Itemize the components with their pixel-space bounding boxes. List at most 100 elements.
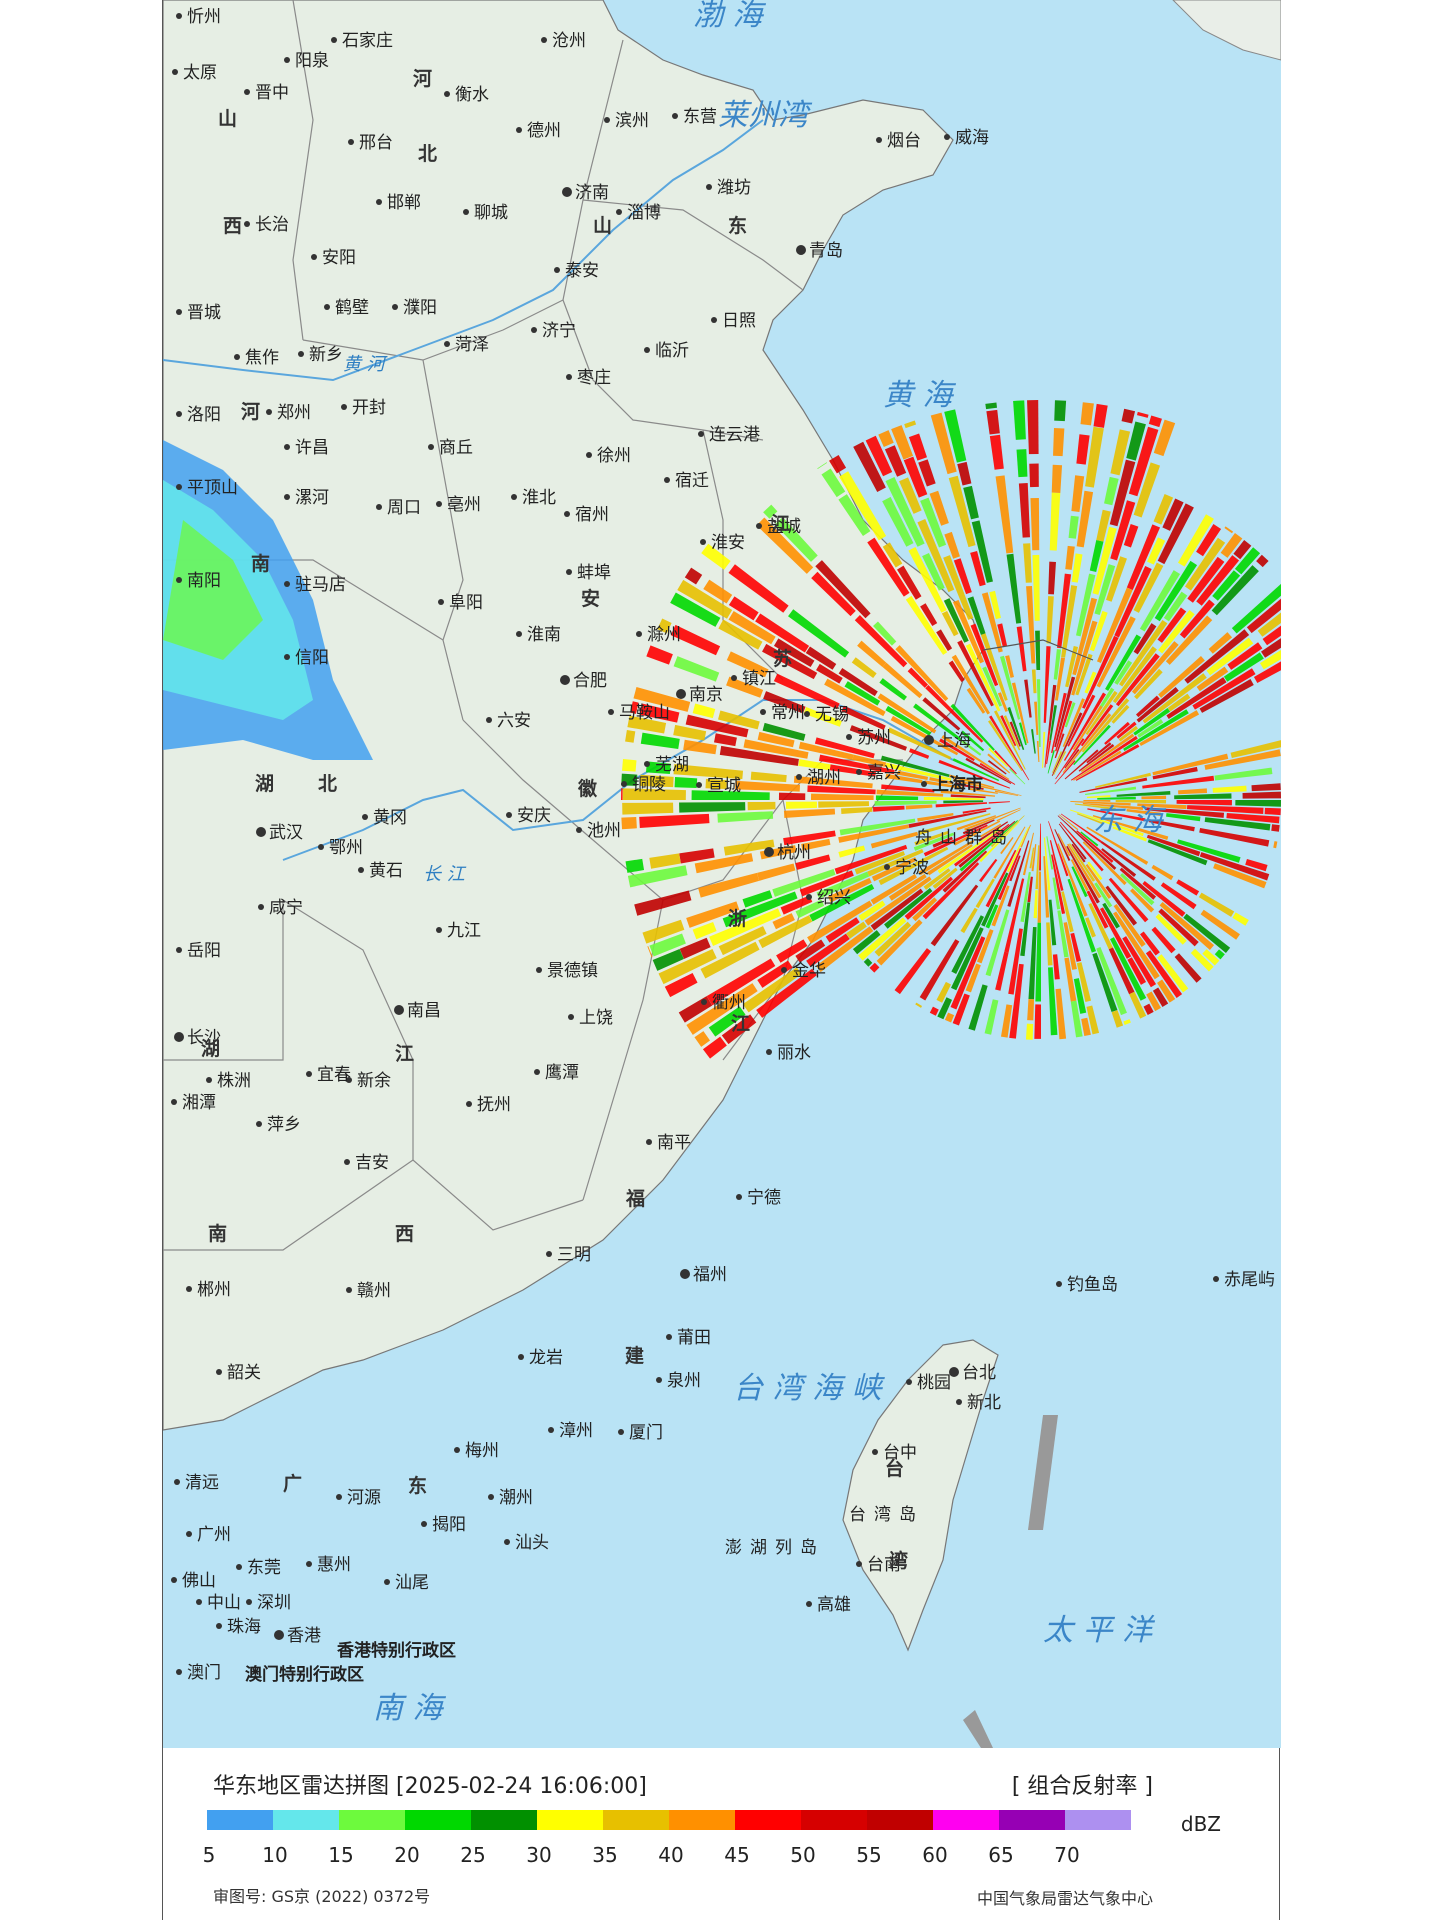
city-dot-shanghai_c <box>924 735 934 745</box>
city-dot-chaozhou <box>488 1494 494 1500</box>
radar-echo-segment <box>1049 705 1057 741</box>
radar-echo-segment <box>849 725 907 751</box>
radar-echo-segment <box>918 813 991 835</box>
radar-echo-segment <box>991 885 1010 927</box>
radar-echo-segment <box>1065 545 1075 570</box>
radar-echo-segment <box>959 820 1018 872</box>
radar-echo-segment <box>679 848 715 864</box>
city-label-suqian: 宿迁 <box>675 471 709 491</box>
city-dot-cangzhou <box>541 37 547 43</box>
radar-echo-segment <box>1233 539 1252 560</box>
radar-echo-segment <box>788 609 850 658</box>
radar-echo-segment <box>1016 626 1027 672</box>
radar-echo-segment <box>1157 979 1176 1003</box>
radar-echo-segment <box>953 820 1001 846</box>
radar-echo-segment <box>982 666 1003 707</box>
radar-echo-segment <box>706 958 776 1006</box>
radar-echo-segment <box>1105 885 1138 926</box>
city-label-shenzhen: 深圳 <box>257 1593 291 1613</box>
radar-echo-segment <box>1119 619 1168 687</box>
radar-echo-segment <box>714 733 737 747</box>
province-label-jiangsu: 苏 <box>773 647 792 670</box>
city-dot-qingdao <box>796 245 806 255</box>
radar-echo-segment <box>756 517 814 574</box>
city-dot-suzhou <box>846 734 852 740</box>
radar-echo-segment <box>1025 1023 1034 1040</box>
radar-echo-segment <box>674 776 698 788</box>
city-dot-hebi <box>324 304 330 310</box>
radar-echo-segment <box>1080 704 1114 747</box>
city-dot-zhengzhou <box>266 409 272 415</box>
radar-echo-segment <box>679 802 746 813</box>
city-label-liuan: 六安 <box>497 711 531 731</box>
radar-echo-segment <box>1076 962 1092 1002</box>
radar-echo-segment <box>1052 877 1061 910</box>
radar-echo-segment <box>622 788 686 800</box>
radar-echo-segment <box>1035 922 1041 1002</box>
city-dot-shijiazhuang <box>331 37 337 43</box>
radar-echo-segment <box>1013 400 1026 440</box>
city-dot-taizhong <box>872 1449 878 1455</box>
radar-echo-segment <box>937 997 953 1020</box>
radar-echo-segment <box>692 921 717 940</box>
city-label-chizhou: 池州 <box>587 821 621 841</box>
radar-echo-segment <box>1062 698 1085 747</box>
radar-echo-segment <box>965 757 1012 784</box>
city-dot-chenzhou <box>186 1286 192 1292</box>
radar-echo-segment <box>967 596 986 635</box>
radar-echo-segment <box>640 732 680 750</box>
radar-echo-segment <box>783 808 836 818</box>
radar-echo-segment <box>1073 750 1122 781</box>
radar-echo-segment <box>1135 695 1160 718</box>
radar-echo-segment <box>1147 537 1166 565</box>
radar-echo-segment <box>981 592 1003 653</box>
radar-echo-segment <box>1148 415 1162 428</box>
radar-echo-segment <box>702 1036 727 1059</box>
radar-echo-segment <box>922 697 961 731</box>
city-label-handan: 邯郸 <box>387 193 421 213</box>
radar-echo-segment <box>971 520 993 583</box>
radar-echo-segment <box>993 710 1026 770</box>
radar-echo-segment <box>803 707 842 727</box>
city-dot-zibo <box>616 209 622 215</box>
radar-echo-segment <box>1084 671 1097 694</box>
radar-echo-segment <box>1142 673 1207 724</box>
city-label-heyuan: 河源 <box>347 1488 381 1508</box>
radar-echo-segment <box>985 849 1017 908</box>
radar-echo-segment <box>882 662 923 699</box>
radar-echo-segment <box>1177 514 1214 567</box>
radar-echo-segment <box>1027 400 1039 455</box>
city-label-jining: 济宁 <box>542 321 576 341</box>
radar-echo-segment <box>1126 421 1146 461</box>
radar-echo-segment <box>935 802 988 808</box>
radar-echo-segment <box>873 621 897 646</box>
province-label-shanxi: 西 <box>223 215 242 237</box>
radar-echo-segment <box>870 831 919 849</box>
radar-echo-segment <box>1151 864 1174 881</box>
radar-echo-segment <box>1073 978 1087 1014</box>
city-dot-huangshi <box>358 867 364 873</box>
city-dot-fuyang <box>438 599 444 605</box>
radar-echo-segment <box>962 819 995 835</box>
radar-echo-segment <box>995 951 1009 991</box>
city-label-rizhao: 日照 <box>722 311 756 331</box>
radar-echo-segment <box>1264 807 1281 816</box>
radar-echo-segment <box>1162 498 1184 531</box>
radar-echo-segment <box>858 900 886 921</box>
city-label-xiamen: 厦门 <box>629 1423 663 1443</box>
radar-echo-segment <box>1054 733 1065 759</box>
city-label-chaozhou: 潮州 <box>499 1488 533 1508</box>
radar-echo-segment <box>1048 821 1069 877</box>
legend-title: 华东地区雷达拼图 [2025-02-24 16:06:00] <box>213 1774 647 1799</box>
city-dot-taoyuan <box>906 1379 912 1385</box>
radar-echo-segment <box>1204 749 1281 770</box>
city-dot-suqian <box>664 477 670 483</box>
radar-echo-segment <box>1085 786 1137 796</box>
province-label-guangdong: 东 <box>408 1474 427 1497</box>
legend-tick: 30 <box>526 1843 552 1867</box>
radar-echo-segment <box>952 599 984 664</box>
radar-echo-segment <box>1257 612 1281 637</box>
radar-echo-segment <box>1083 800 1111 802</box>
radar-echo-segment <box>1078 743 1115 772</box>
radar-echo-segment <box>1269 866 1272 873</box>
